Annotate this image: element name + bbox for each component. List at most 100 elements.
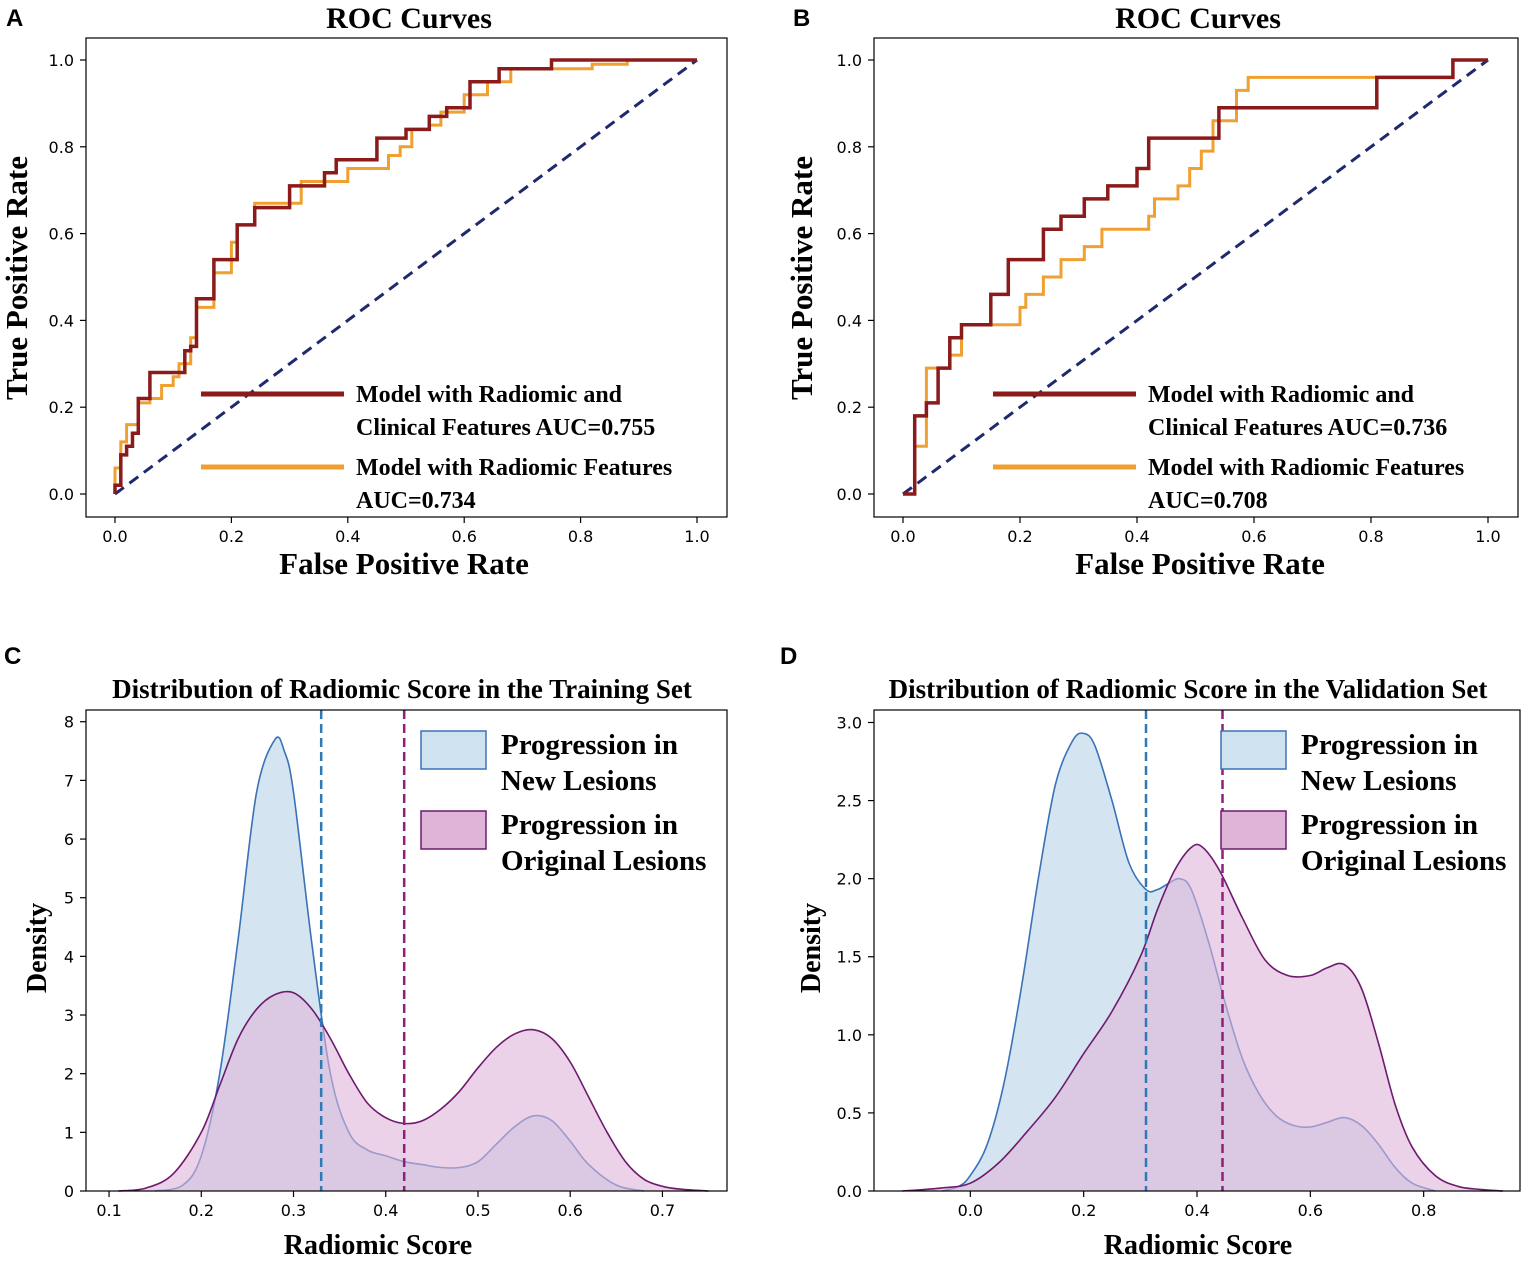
legend-label: New Lesions (501, 765, 656, 797)
x-axis-label-b: False Positive Rate (1075, 546, 1325, 581)
x-tick-label: 1.0 (1475, 527, 1500, 546)
y-tick-label: 6 (64, 830, 74, 849)
legend-label: Progression in (1301, 809, 1478, 841)
y-tick-label: 2 (64, 1065, 74, 1084)
x-tick-label: 0.2 (219, 527, 244, 546)
panel-c: C Distribution of Radiomic Score in the … (4, 643, 728, 1261)
y-tick-label: 5 (64, 889, 74, 908)
x-tick-label: 0.8 (568, 527, 593, 546)
y-tick-label: 0.2 (49, 398, 74, 417)
x-tick-label: 0.2 (1007, 527, 1032, 546)
x-tick-label: 0.2 (1071, 1201, 1096, 1220)
plot-frame (85, 37, 728, 518)
y-tick-label: 0.8 (49, 138, 74, 157)
x-tick-label: 0.4 (373, 1201, 398, 1220)
density-area-original-lesions (118, 991, 709, 1191)
chance-diagonal-line (902, 58, 1489, 496)
x-tick-label: 0.4 (1124, 527, 1149, 546)
x-tick-label: 0.0 (102, 527, 127, 546)
roc-line-radiomic (903, 58, 1488, 496)
roc-line-radiomic-clinical (113, 58, 697, 494)
legend-swatch-new-lesions (420, 730, 487, 770)
legend-swatch-original-lesions (420, 810, 487, 850)
panel-label-b: B (793, 5, 810, 32)
y-tick-label: 0.4 (49, 311, 74, 330)
y-tick-label: 1 (64, 1123, 74, 1142)
legend-label: AUC=0.708 (1148, 488, 1268, 514)
legend-label: Model with Radiomic and (356, 382, 623, 408)
density-line-original-lesions (902, 843, 1504, 1192)
chart-title-c: Distribution of Radiomic Score in the Tr… (112, 674, 692, 704)
panel-a: A ROC Curves False Positive Rate True Po… (0, 2, 728, 581)
panel-label-c: C (4, 643, 21, 670)
x-tick-label: 0.6 (451, 527, 476, 546)
y-tick-label: 0.0 (837, 1182, 862, 1201)
legend-label: Model with Radiomic Features (1148, 455, 1464, 481)
y-tick-label: 0.0 (49, 485, 74, 504)
x-tick-label: 0.5 (465, 1201, 490, 1220)
x-tick-label: 0.3 (281, 1201, 306, 1220)
x-tick-label: 0.6 (1298, 1201, 1323, 1220)
y-tick-label: 0.8 (837, 138, 862, 157)
x-axis-label-a: False Positive Rate (279, 546, 529, 581)
x-tick-label: 0.2 (189, 1201, 214, 1220)
y-axis-label-a: True Positive Rate (0, 156, 34, 400)
y-tick-label: 0.5 (837, 1104, 862, 1123)
x-tick-label: 0.6 (1241, 527, 1266, 546)
panel-label-a: A (6, 5, 23, 32)
y-tick-label: 1.0 (49, 51, 74, 70)
y-tick-label: 7 (64, 771, 74, 790)
y-tick-label: 1.0 (837, 1026, 862, 1045)
legend-label: Original Lesions (1301, 845, 1506, 877)
y-tick-label: 1.5 (837, 948, 862, 967)
x-tick-label: 0.1 (96, 1201, 121, 1220)
plot-frame (873, 37, 1519, 518)
x-tick-label: 0.6 (557, 1201, 582, 1220)
panel-label-d: D (780, 643, 797, 670)
x-tick-label: 1.0 (684, 527, 709, 546)
legend-label: Clinical Features AUC=0.736 (1148, 415, 1447, 441)
y-axis-label-d: Density (796, 903, 827, 993)
x-tick-label: 0.8 (1358, 527, 1383, 546)
plot-frame (85, 709, 728, 1192)
y-tick-label: 1.0 (837, 51, 862, 70)
x-axis-label-c: Radiomic Score (284, 1230, 472, 1261)
y-tick-label: 0.6 (49, 225, 74, 244)
legend-label: New Lesions (1301, 765, 1456, 797)
legend-label: Clinical Features AUC=0.755 (356, 415, 655, 441)
x-axis-label-d: Radiomic Score (1104, 1230, 1292, 1261)
y-tick-label: 0.4 (837, 311, 862, 330)
x-tick-label: 0.7 (650, 1201, 675, 1220)
y-tick-label: 0.6 (837, 225, 862, 244)
legend-swatch-new-lesions (1220, 730, 1287, 770)
y-tick-label: 8 (64, 713, 74, 732)
x-tick-label: 0.8 (1411, 1201, 1436, 1220)
roc-line-radiomic-clinical (903, 58, 1488, 496)
legend-label: Progression in (501, 729, 678, 761)
legend-label: AUC=0.734 (356, 488, 476, 514)
y-tick-label: 2.5 (837, 792, 862, 811)
density-line-original-lesions (118, 990, 709, 1192)
x-tick-label: 0.0 (958, 1201, 983, 1220)
x-tick-label: 0.4 (335, 527, 360, 546)
y-tick-label: 0 (64, 1182, 74, 1201)
legend-label: Model with Radiomic and (1148, 382, 1415, 408)
y-tick-label: 3 (64, 1006, 74, 1025)
legend-swatch-original-lesions (1220, 810, 1287, 850)
y-tick-label: 2.0 (837, 870, 862, 889)
legend-label: Model with Radiomic Features (356, 455, 672, 481)
y-tick-label: 4 (64, 947, 74, 966)
legend-label: Original Lesions (501, 845, 706, 877)
chart-title-a: ROC Curves (326, 2, 492, 35)
panel-d: D Distribution of Radiomic Score in the … (780, 643, 1521, 1261)
x-tick-label: 0.0 (890, 527, 915, 546)
chance-diagonal-line (114, 58, 698, 496)
chart-title-b: ROC Curves (1115, 2, 1281, 35)
y-tick-label: 0.2 (837, 398, 862, 417)
density-area-original-lesions (902, 844, 1503, 1191)
panel-b: B ROC Curves False Positive Rate True Po… (784, 2, 1519, 581)
y-axis-label-c: Density (22, 903, 53, 993)
y-axis-label-b: True Positive Rate (784, 156, 819, 400)
legend-label: Progression in (501, 809, 678, 841)
